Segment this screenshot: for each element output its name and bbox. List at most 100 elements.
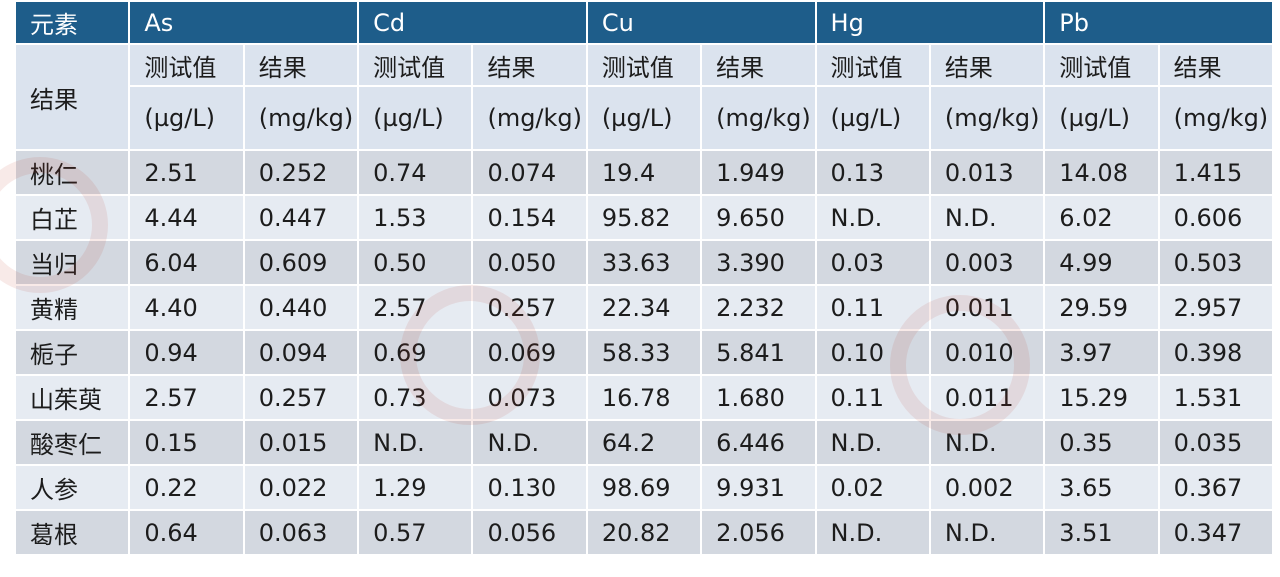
test-value-header: 测试值 <box>816 45 929 85</box>
test-value-cell: 1.29 <box>359 466 472 509</box>
result-value-cell: 0.074 <box>473 151 586 194</box>
result-unit: (mg/kg) <box>702 87 815 149</box>
result-value-cell: N.D. <box>930 196 1044 239</box>
test-unit: (µg/L) <box>359 87 472 149</box>
subheader-row: 结果 测试值 结果 测试值 结果 测试值 结果 测试值 结果 测试值 结果 <box>16 45 1272 149</box>
test-value-cell: 29.59 <box>1045 286 1158 329</box>
result-value-cell: 0.063 <box>244 511 358 554</box>
result-value-cell: 2.232 <box>702 286 815 329</box>
result-value-cell: 1.531 <box>1159 376 1272 419</box>
result-unit-text: (mg/kg) <box>1173 104 1269 132</box>
test-value-cell: 0.50 <box>359 241 472 284</box>
test-value-cell: 19.4 <box>587 151 701 194</box>
test-unit: (µg/L) <box>1045 87 1158 149</box>
result-value-cell: 6.446 <box>702 421 815 464</box>
result-value-cell: 0.347 <box>1159 511 1272 554</box>
row-herb-name: 当归 <box>16 241 129 284</box>
table-row: 黄精 4.40 0.440 2.57 0.257 22.34 2.232 0.11 0.011 2… <box>16 286 1272 329</box>
test-value-cell: 33.63 <box>587 241 701 284</box>
test-value-cell: 0.22 <box>130 466 243 509</box>
result-value-cell: 0.022 <box>244 466 358 509</box>
test-value-cell: N.D. <box>816 196 929 239</box>
test-value-cell: 4.40 <box>130 286 243 329</box>
result-value-cell: 0.154 <box>473 196 586 239</box>
result-header: 结果 <box>244 45 358 85</box>
test-value-cell: 64.2 <box>587 421 701 464</box>
result-value-cell: 0.094 <box>244 331 358 374</box>
row-herb-name: 黄精 <box>16 286 129 329</box>
result-value-cell: 1.415 <box>1159 151 1272 194</box>
table-row: 人参 0.22 0.022 1.29 0.130 98.69 9.931 0.02 0.002 3… <box>16 466 1272 509</box>
result-value-cell: 0.073 <box>473 376 586 419</box>
result-header: 结果 <box>702 45 815 85</box>
element-header-hg: Hg <box>816 2 1044 43</box>
test-value-cell: 6.04 <box>130 241 243 284</box>
result-unit-text: (mg/kg) <box>944 104 1040 132</box>
element-header-cu: Cu <box>587 2 815 43</box>
test-value-header: 测试值 <box>1045 45 1158 85</box>
table-row: 山茱萸 2.57 0.257 0.73 0.073 16.78 1.680 0.11 0.011… <box>16 376 1272 419</box>
test-unit: (µg/L) <box>130 87 243 149</box>
row-herb-name: 白芷 <box>16 196 129 239</box>
result-value-cell: 0.503 <box>1159 241 1272 284</box>
test-value-cell: N.D. <box>359 421 472 464</box>
result-value-cell: N.D. <box>473 421 586 464</box>
result-value-cell: 2.056 <box>702 511 815 554</box>
result-value-cell: 0.002 <box>930 466 1044 509</box>
test-value-cell: 0.15 <box>130 421 243 464</box>
result-value-cell: 0.035 <box>1159 421 1272 464</box>
test-value-header: 测试值 <box>130 45 243 85</box>
test-value-cell: 6.02 <box>1045 196 1158 239</box>
result-value-cell: 0.440 <box>244 286 358 329</box>
element-header-row: 元素 As Cd Cu Hg Pb <box>16 2 1272 43</box>
result-row-label: 结果 <box>16 45 129 149</box>
result-value-cell: 0.069 <box>473 331 586 374</box>
result-value-cell: 0.257 <box>244 376 358 419</box>
result-value-cell: 0.257 <box>473 286 586 329</box>
test-value-cell: 0.57 <box>359 511 472 554</box>
result-unit: (mg/kg) <box>930 87 1044 149</box>
table-row: 栀子 0.94 0.094 0.69 0.069 58.33 5.841 0.10 0.010 3… <box>16 331 1272 374</box>
test-value-cell: N.D. <box>816 511 929 554</box>
result-header: 结果 <box>930 45 1044 85</box>
test-unit: (µg/L) <box>816 87 929 149</box>
test-value-cell: 3.51 <box>1045 511 1158 554</box>
test-value-cell: 14.08 <box>1045 151 1158 194</box>
test-value-cell: 2.57 <box>359 286 472 329</box>
result-value-cell: 0.447 <box>244 196 358 239</box>
result-value-cell: 0.056 <box>473 511 586 554</box>
result-value-cell: 0.015 <box>244 421 358 464</box>
table-row: 当归 6.04 0.609 0.50 0.050 33.63 3.390 0.03 0.003 4… <box>16 241 1272 284</box>
test-unit: (µg/L) <box>587 87 701 149</box>
test-value-cell: 16.78 <box>587 376 701 419</box>
test-value-cell: 0.02 <box>816 466 929 509</box>
row-herb-name: 山茱萸 <box>16 376 129 419</box>
test-value-cell: 4.44 <box>130 196 243 239</box>
result-value-cell: 0.609 <box>244 241 358 284</box>
result-unit: (mg/kg) <box>1159 87 1272 149</box>
table-row: 桃仁 2.51 0.252 0.74 0.074 19.4 1.949 0.13 0.013 14… <box>16 151 1272 194</box>
test-value-cell: 20.82 <box>587 511 701 554</box>
row-herb-name: 酸枣仁 <box>16 421 129 464</box>
results-table: 元素 As Cd Cu Hg Pb 结果 测试值 结果 测试值 结果 测试值 结… <box>14 0 1274 556</box>
test-value-header: 测试值 <box>587 45 701 85</box>
test-value-cell: 0.69 <box>359 331 472 374</box>
test-value-cell: 4.99 <box>1045 241 1158 284</box>
result-value-cell: N.D. <box>930 421 1044 464</box>
test-value-cell: 0.35 <box>1045 421 1158 464</box>
test-value-cell: 0.73 <box>359 376 472 419</box>
test-value-cell: 0.74 <box>359 151 472 194</box>
result-unit-text: (mg/kg) <box>716 104 811 132</box>
result-value-cell: 2.957 <box>1159 286 1272 329</box>
test-value-cell: 0.11 <box>816 286 929 329</box>
test-value-cell: 0.13 <box>816 151 929 194</box>
result-value-cell: 1.949 <box>702 151 815 194</box>
result-value-cell: N.D. <box>930 511 1044 554</box>
element-header-as: As <box>130 2 358 43</box>
result-value-cell: 0.367 <box>1159 466 1272 509</box>
row-herb-name: 人参 <box>16 466 129 509</box>
result-value-cell: 0.050 <box>473 241 586 284</box>
test-value-cell: 3.97 <box>1045 331 1158 374</box>
result-value-cell: 3.390 <box>702 241 815 284</box>
table-row: 葛根 0.64 0.063 0.57 0.056 20.82 2.056 N.D. N.D. 3.… <box>16 511 1272 554</box>
